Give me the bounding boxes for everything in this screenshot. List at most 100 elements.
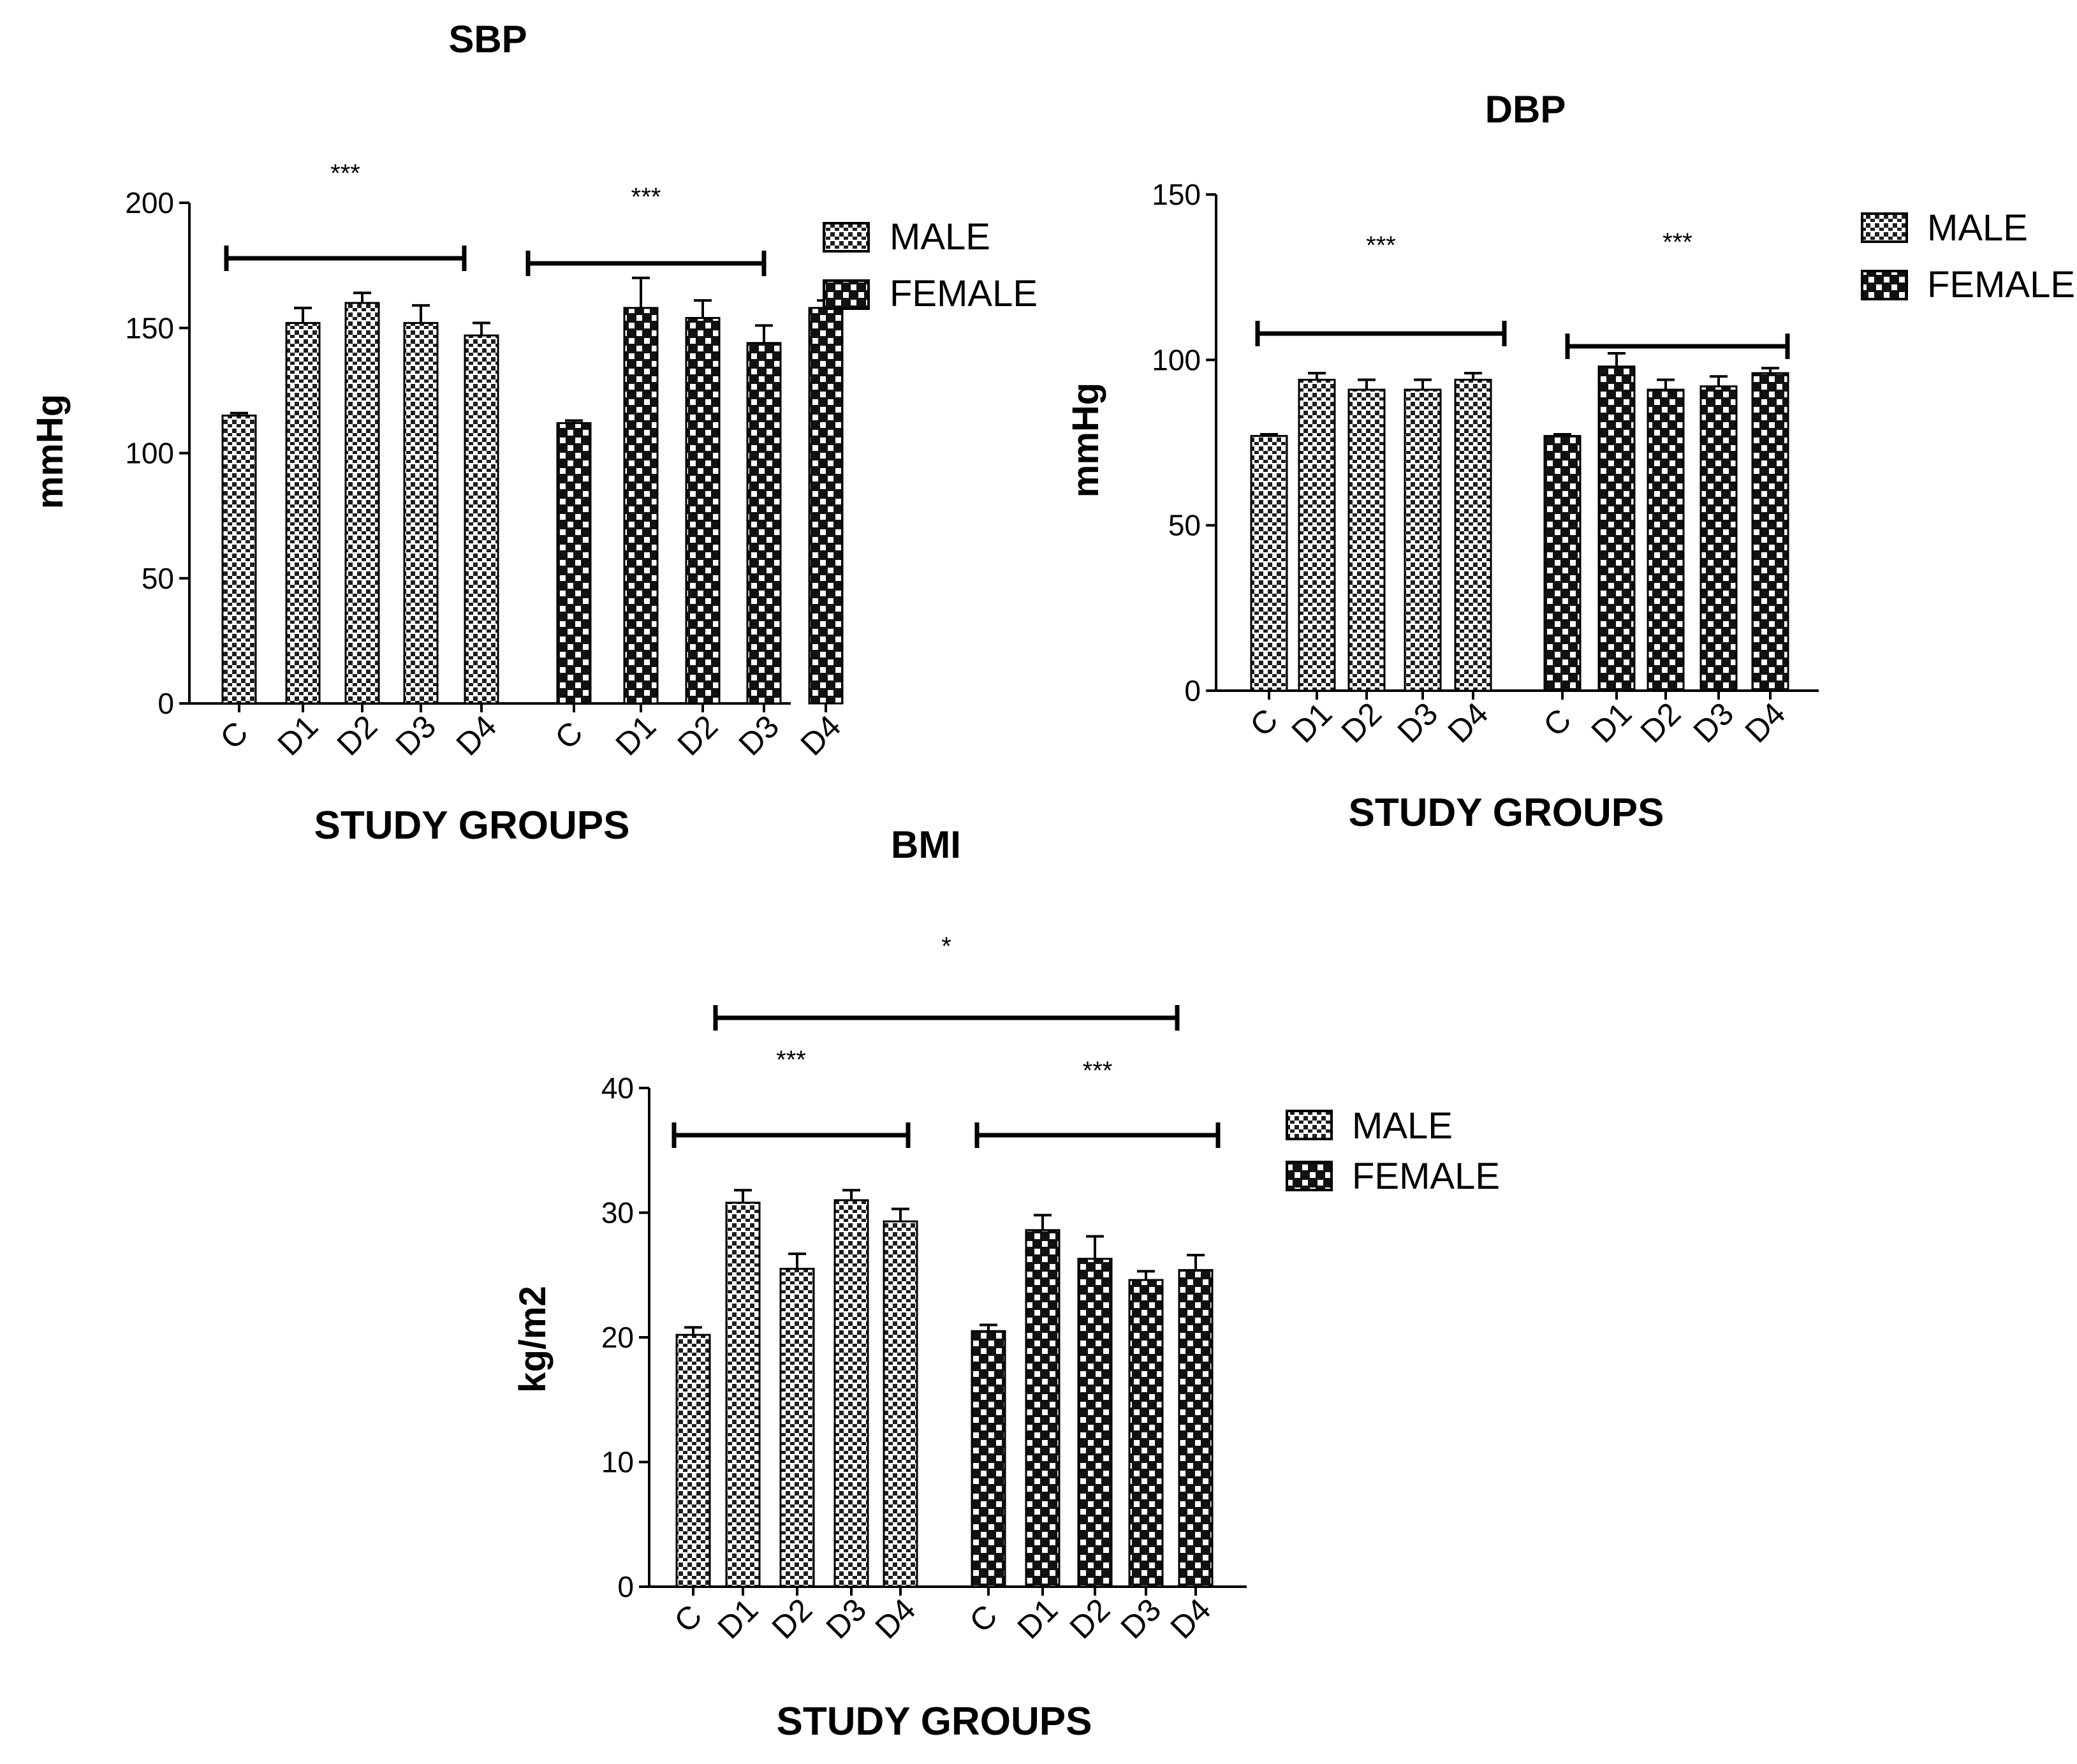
bmi-x-tick-label-female-c: C [962,1598,1004,1639]
sbp-chart-title: SBP [448,18,527,61]
dbp-significance-label: *** [1662,228,1692,256]
dbp-x-tick-label-male-c: C [1243,702,1284,743]
bmi-y-tick-label: 20 [601,1321,634,1354]
sbp-y-axis-label: mmHg [29,394,71,509]
sbp-bar-female-d3 [746,342,782,705]
bmi-legend-female-label: FEMALE [1352,1156,1500,1197]
sbp-bar-male-d1 [285,321,321,705]
dbp-y-axis-label: mmHg [1065,383,1106,497]
bmi-bar-male-d1 [725,1202,761,1588]
bmi-x-tick-label-male-d2: D2 [765,1592,819,1646]
dbp-x-axis-label: STUDY GROUPS [1349,791,1664,835]
dbp-bar-male-c [1250,435,1288,692]
sbp-bar-female-c [556,422,592,705]
dbp-x-tick-label-male-d1: D1 [1285,696,1339,750]
sbp-y-tick-label: 200 [125,186,174,219]
bmi-x-axis-label: STUDY GROUPS [777,1700,1092,1744]
sbp-bars [221,276,844,705]
dbp-bar-male-d2 [1347,388,1386,692]
dbp-bar-male-d4 [1454,378,1492,692]
dbp-legend-female-swatch [1861,270,1908,300]
sbp-legend-female-swatch [823,279,870,310]
bmi-bar-male-d4 [883,1220,918,1588]
dbp-x-tick-label-male-d3: D3 [1391,696,1445,750]
sbp-bar-female-d2 [685,317,721,705]
sbp-x-tick-label-male-c: C [213,714,254,756]
dbp-x-tick-label-female-d1: D1 [1585,696,1639,750]
bmi-legend-male-label: MALE [1352,1105,1453,1147]
dbp-chart-title: DBP [1485,88,1566,131]
bmi-bar-male-d3 [833,1199,869,1588]
sbp-significance-label: *** [631,183,661,211]
dbp-bar-female-c [1543,435,1582,692]
dbp-bar-male-d1 [1298,378,1336,692]
sbp-y-tick-label: 0 [158,687,174,720]
dbp-x-tick-label-male-d2: D2 [1335,696,1389,750]
sbp-y-tick-label: 150 [125,311,174,344]
dbp-y-tick-label: 100 [1152,343,1201,376]
bmi-y-tick-label: 40 [601,1071,634,1105]
bmi-y-tick-label: 10 [601,1446,634,1479]
bmi-chart-title: BMI [891,823,961,866]
sbp-x-tick-label-male-d2: D2 [330,709,385,763]
dbp-bar-female-d3 [1699,385,1738,692]
bmi-legend: MALE FEMALE [1286,1105,1500,1197]
sbp-bar-male-d4 [464,334,499,705]
dbp-x-tick-label-female-d3: D3 [1687,696,1741,750]
sbp-legend-male-label: MALE [890,216,990,258]
bmi-significance-label: *** [1083,1057,1113,1085]
sbp-bar-male-d2 [344,302,380,705]
dbp-legend-female-label: FEMALE [1927,264,2075,305]
bmi-bar-female-d3 [1128,1279,1164,1588]
sbp-legend: MALE FEMALE [823,216,1038,314]
dbp-bar-male-d3 [1404,388,1442,692]
sbp-bar-male-c [221,415,257,705]
bmi-significance: **** *** [672,932,1221,1148]
dbp-legend-male-label: MALE [1927,207,2028,249]
dbp-y-tick-label: 0 [1184,674,1201,707]
dbp-y-tick-label: 150 [1152,178,1201,211]
bmi-x-tick-label-female-d2: D2 [1063,1592,1117,1646]
dbp-y-tick-label: 50 [1168,509,1201,542]
bmi-x-tick-label-male-d1: D1 [711,1592,765,1646]
dbp-x-tick-label-female-c: C [1536,702,1578,743]
sbp-bar-female-d1 [623,307,659,705]
bmi-y-tick-label: 30 [601,1196,634,1230]
bmi-x-tick-label-female-d3: D3 [1114,1592,1168,1646]
dbp-bar-female-d4 [1751,372,1789,692]
sbp-x-tick-label-female-d3: D3 [732,709,786,763]
bmi-significance-label: * [941,932,951,960]
sbp-legend-male-swatch [823,222,870,253]
sbp-x-tick-label-male-d1: D1 [271,709,325,763]
dbp-x-tick-label-female-d2: D2 [1634,696,1688,750]
bmi-significance-label: *** [776,1046,806,1074]
sbp-y-tick-label: 100 [125,437,174,470]
dbp-legend-male-swatch [1861,212,1908,243]
sbp-bar-male-d3 [403,321,439,705]
bmi-bar-male-c [675,1334,711,1588]
sbp-x-tick-label-female-d4: D4 [794,709,848,763]
dbp-bar-female-d1 [1597,365,1636,692]
bmi-y-axis-label: kg/m2 [512,1286,554,1393]
bmi-x-tick-label-female-d1: D1 [1011,1592,1065,1646]
bmi-bar-female-d2 [1077,1258,1113,1588]
sbp-x-axis-label: STUDY GROUPS [314,804,630,848]
bmi-legend-female-swatch [1286,1161,1333,1191]
dbp-bar-female-d2 [1647,388,1685,692]
sbp-significance: *** *** [224,159,767,276]
dbp-significance: *** *** [1255,228,1790,359]
dbp-bars [1250,351,1789,692]
bmi-x-tick-label-male-d3: D3 [819,1592,874,1646]
sbp-legend-female-label: FEMALE [890,273,1038,314]
dbp-x-tick-label-female-d4: D4 [1738,696,1793,750]
dbp-significance-label: *** [1366,232,1396,260]
sbp-x-tick-label-female-d1: D1 [609,709,663,763]
bmi-bar-female-c [971,1330,1006,1588]
sbp-x-tick-label-male-d3: D3 [389,709,443,763]
bmi-x-tick-label-male-c: C [667,1598,708,1639]
sbp-x-tick-label-female-d2: D2 [671,709,725,763]
